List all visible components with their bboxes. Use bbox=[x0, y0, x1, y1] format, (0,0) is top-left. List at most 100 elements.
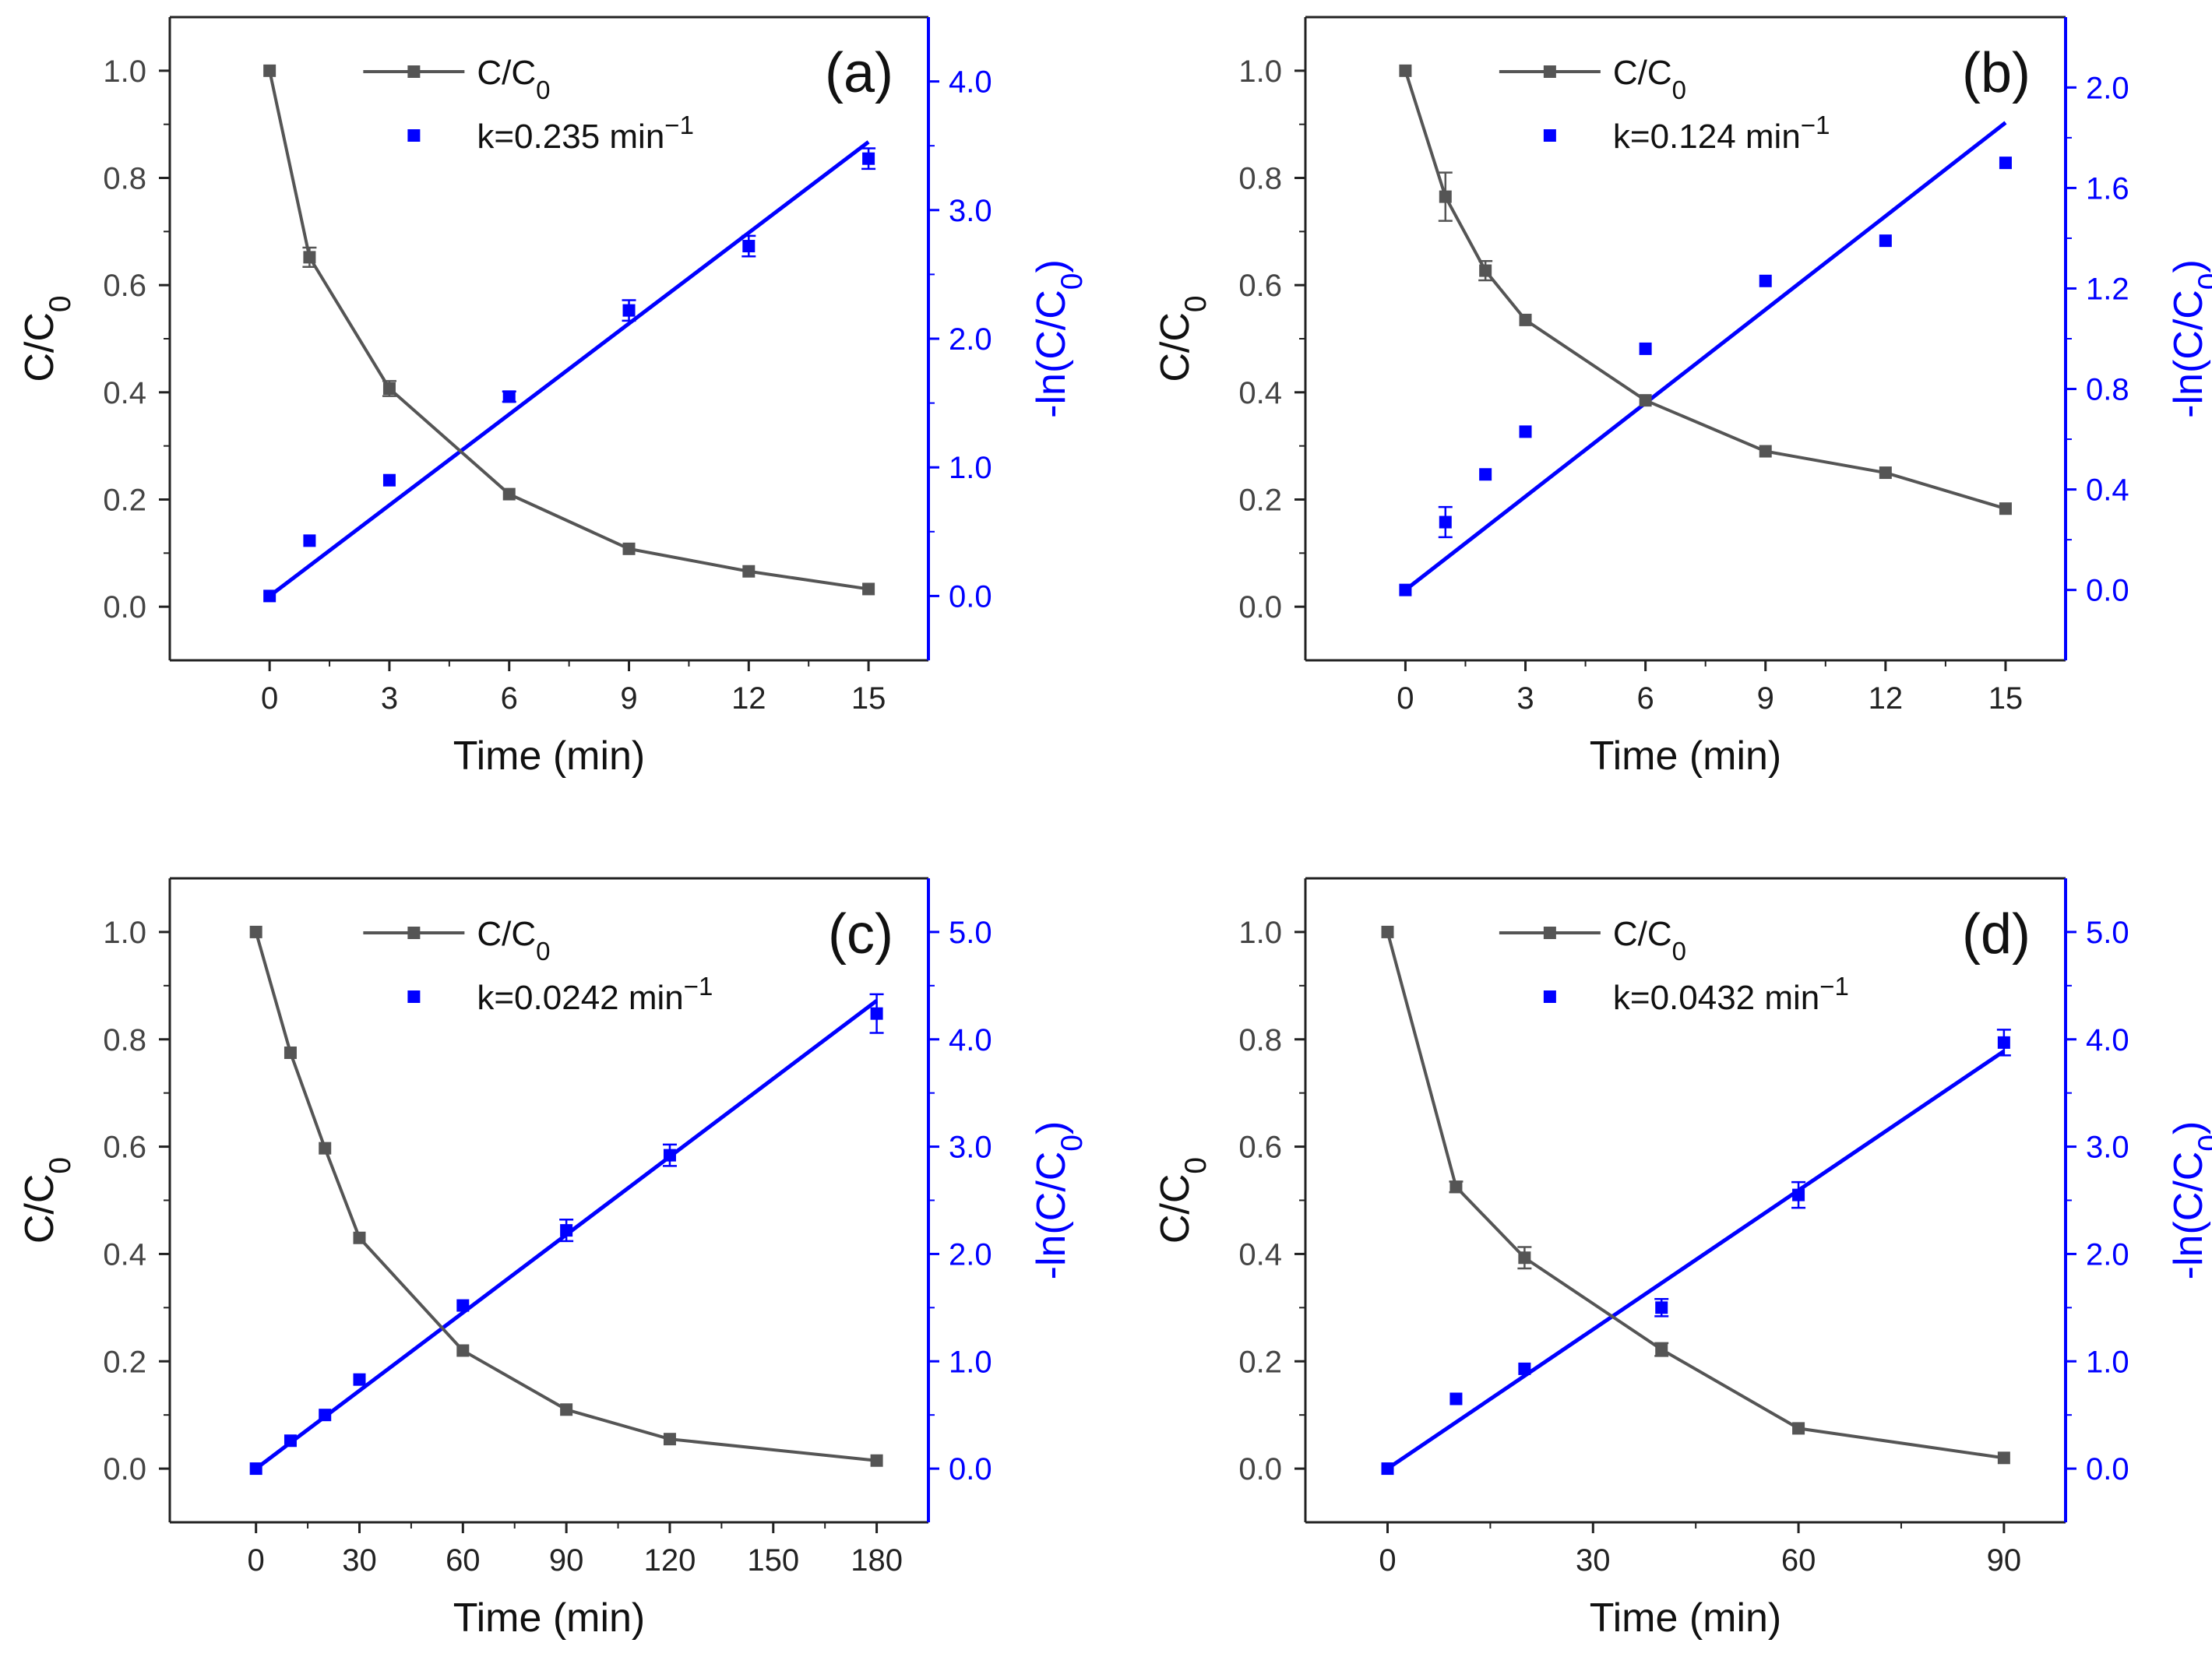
y-tick-label: 0.2 bbox=[1238, 484, 1282, 518]
fit-line bbox=[1386, 1049, 2006, 1471]
transformed-point bbox=[1792, 1188, 1805, 1201]
transformed-point bbox=[502, 390, 516, 403]
x-tick-label: 0 bbox=[261, 681, 278, 716]
y-tick-label: 0.4 bbox=[103, 376, 146, 410]
decay-point bbox=[456, 1344, 470, 1357]
x-axis-title: Time (min) bbox=[453, 1595, 646, 1641]
y2-axis-title: -ln(C/C0) bbox=[1029, 259, 1089, 418]
transformed-point bbox=[249, 1462, 262, 1476]
y-tick-label: 1.0 bbox=[1238, 55, 1282, 89]
transformed-point bbox=[1439, 515, 1452, 529]
y-tick-label: 0.2 bbox=[103, 1345, 146, 1379]
y2-tick-label: 0.0 bbox=[949, 579, 992, 614]
x-tick-label: 9 bbox=[1757, 681, 1774, 716]
y-tick-label: 0.6 bbox=[103, 1131, 146, 1165]
legend-decay-label: C/C0 bbox=[1613, 54, 1686, 104]
decay-point bbox=[560, 1403, 573, 1416]
chart-panel-b: 0 3 6 9 12 15 0.0 0.2 0.4 0.6 0.8 1.0 0.0 0.4 0.8 1.2 1.… bbox=[1153, 16, 2212, 779]
legend-decay-label: C/C0 bbox=[477, 915, 550, 966]
decay-point bbox=[1879, 466, 1892, 480]
y2-tick-label: 2.0 bbox=[2086, 71, 2129, 105]
transformed-point bbox=[1639, 342, 1652, 355]
decay-point bbox=[319, 1142, 332, 1155]
transformed-point bbox=[303, 534, 316, 547]
y2-tick-label: 4.0 bbox=[2086, 1023, 2129, 1057]
transformed-point bbox=[663, 1149, 676, 1162]
decay-point bbox=[353, 1231, 366, 1244]
legend-decay-label: C/C0 bbox=[1613, 915, 1686, 966]
y-tick-label: 0.4 bbox=[103, 1237, 146, 1272]
y-tick-label: 0.0 bbox=[103, 590, 146, 624]
decay-point bbox=[284, 1046, 297, 1059]
y-tick-label: 0.0 bbox=[1238, 590, 1282, 624]
decay-point bbox=[502, 487, 516, 501]
x-tick-label: 0 bbox=[1397, 681, 1414, 716]
y-tick-label: 0.8 bbox=[1238, 162, 1282, 196]
x-tick-label: 90 bbox=[549, 1543, 584, 1578]
x-tick-label: 6 bbox=[501, 681, 518, 716]
y2-tick-label: 2.0 bbox=[949, 1237, 992, 1272]
y-tick-label: 0.2 bbox=[1238, 1345, 1282, 1379]
y-tick-label: 0.8 bbox=[103, 162, 146, 196]
legend-fit-marker bbox=[407, 129, 421, 142]
y-tick-label: 0.6 bbox=[103, 269, 146, 303]
x-tick-label: 3 bbox=[381, 681, 398, 716]
transformed-point bbox=[319, 1409, 332, 1422]
decay-point bbox=[862, 582, 875, 596]
decay-point bbox=[1999, 502, 2012, 515]
y2-tick-label: 1.6 bbox=[2086, 171, 2129, 206]
x-tick-label: 12 bbox=[1869, 681, 1904, 716]
decay-point bbox=[1381, 925, 1394, 938]
x-tick-label: 12 bbox=[731, 681, 766, 716]
y-tick-label: 0.0 bbox=[1238, 1452, 1282, 1486]
transformed-point bbox=[1519, 425, 1532, 438]
x-tick-label: 6 bbox=[1637, 681, 1654, 716]
fit-line bbox=[1404, 121, 2007, 592]
x-tick-label: 60 bbox=[1781, 1543, 1816, 1578]
transformed-point bbox=[1399, 583, 1412, 596]
x-tick-label: 90 bbox=[1987, 1543, 2022, 1578]
decay-point bbox=[1519, 313, 1532, 326]
x-tick-label: 180 bbox=[851, 1543, 903, 1578]
transformed-point bbox=[862, 152, 875, 165]
legend-fit-label: k=0.0432 min−1 bbox=[1613, 972, 1849, 1018]
transformed-point bbox=[1759, 274, 1772, 287]
y-axis-title: C/C0 bbox=[17, 295, 77, 382]
decay-point bbox=[249, 925, 262, 938]
x-tick-label: 15 bbox=[1988, 681, 2024, 716]
x-tick-label: 3 bbox=[1516, 681, 1534, 716]
y2-tick-label: 5.0 bbox=[2086, 916, 2129, 950]
decay-point bbox=[663, 1433, 676, 1446]
y-tick-label: 0.6 bbox=[1238, 269, 1282, 303]
x-tick-label: 30 bbox=[1576, 1543, 1611, 1578]
transformed-point bbox=[263, 589, 276, 603]
y2-tick-label: 1.0 bbox=[2086, 1345, 2129, 1379]
transformed-point bbox=[560, 1224, 573, 1237]
y2-tick-label: 1.2 bbox=[2086, 272, 2129, 306]
y-axis-title: C/C0 bbox=[1153, 295, 1213, 382]
legend-decay-label: C/C0 bbox=[477, 54, 550, 104]
transformed-point bbox=[1518, 1362, 1531, 1375]
y-tick-label: 0.4 bbox=[1238, 376, 1282, 410]
chart-panel-a: 0 3 6 9 12 15 0.0 0.2 0.4 0.6 0.8 1.0 0.0 1.0 2.0 3.0 4.… bbox=[17, 16, 1089, 779]
x-axis-title: Time (min) bbox=[1590, 734, 1782, 779]
legend-fit-label: k=0.124 min−1 bbox=[1613, 111, 1830, 157]
x-tick-label: 150 bbox=[747, 1543, 799, 1578]
legend-fit-marker bbox=[1543, 129, 1556, 142]
y-tick-label: 0.6 bbox=[1238, 1131, 1282, 1165]
y-tick-label: 1.0 bbox=[1238, 916, 1282, 950]
x-tick-label: 9 bbox=[620, 681, 637, 716]
y2-tick-label: 3.0 bbox=[949, 194, 992, 228]
x-axis-title: Time (min) bbox=[1590, 1595, 1782, 1641]
y2-tick-label: 2.0 bbox=[949, 322, 992, 357]
decay-point bbox=[742, 565, 756, 578]
y-tick-label: 1.0 bbox=[103, 916, 146, 950]
transformed-point bbox=[870, 1007, 883, 1020]
decay-point bbox=[263, 64, 276, 77]
transformed-point bbox=[456, 1299, 470, 1312]
chart-panel-c: 0 30 60 90 120 150 180 0.0 0.2 0.4 0.6 0.8 1.0 0.0 1.0… bbox=[17, 877, 1089, 1641]
y2-tick-label: 4.0 bbox=[949, 65, 992, 100]
legend-fit-marker bbox=[407, 990, 421, 1003]
y2-tick-label: 4.0 bbox=[949, 1023, 992, 1057]
fit-line bbox=[268, 140, 870, 598]
